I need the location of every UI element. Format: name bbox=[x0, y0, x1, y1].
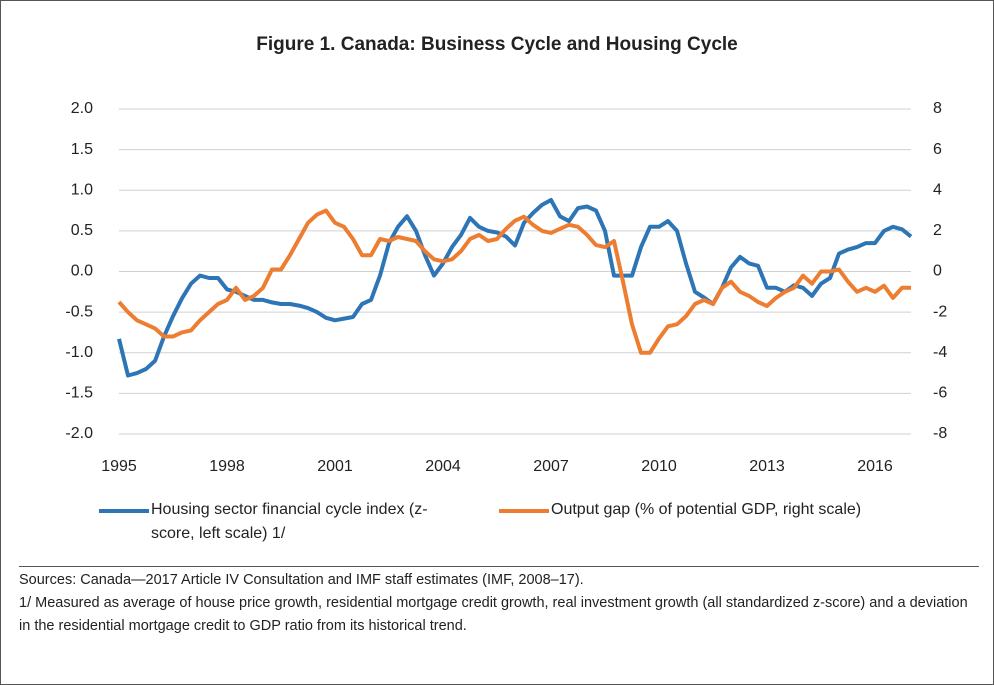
legend-entry: Housing sector financial cycle index (z-… bbox=[99, 498, 471, 546]
y2-tick-label: 4 bbox=[933, 181, 942, 198]
x-tick-label: 1998 bbox=[209, 458, 245, 475]
x-tick-label: 2010 bbox=[641, 458, 677, 475]
legend-swatch bbox=[99, 509, 149, 513]
y2-tick-label: -2 bbox=[933, 303, 947, 320]
y2-tick-label: -6 bbox=[933, 385, 947, 402]
y-tick-label: -2.0 bbox=[65, 425, 93, 442]
x-tick-label: 1995 bbox=[101, 458, 137, 475]
y-tick-label: 0.0 bbox=[71, 263, 93, 280]
legend-swatch bbox=[499, 509, 549, 513]
y-tick-label: -0.5 bbox=[65, 303, 93, 320]
x-tick-label: 2007 bbox=[533, 458, 569, 475]
y2-tick-label: 0 bbox=[933, 263, 942, 280]
y-tick-label: -1.5 bbox=[65, 385, 93, 402]
y-tick-label: 2.0 bbox=[71, 100, 93, 117]
y-tick-label: 1.0 bbox=[71, 181, 93, 198]
notes: Sources: Canada—2017 Article IV Consulta… bbox=[19, 566, 979, 638]
legend-entry: Output gap (% of potential GDP, right sc… bbox=[499, 498, 981, 522]
x-tick-label: 2001 bbox=[317, 458, 353, 475]
legend-label: Output gap (% of potential GDP, right sc… bbox=[551, 501, 862, 518]
x-tick-label: 2004 bbox=[425, 458, 461, 475]
y2-tick-label: 6 bbox=[933, 141, 942, 158]
y2-tick-label: -4 bbox=[933, 344, 947, 361]
y2-tick-label: 2 bbox=[933, 222, 942, 239]
y-tick-label: -1.0 bbox=[65, 344, 93, 361]
y2-tick-label: -8 bbox=[933, 425, 947, 442]
series-line bbox=[117, 208, 911, 355]
y2-tick-label: 8 bbox=[933, 100, 942, 117]
y-tick-label: 1.5 bbox=[71, 141, 93, 158]
legend-label: Housing sector financial cycle index (z-… bbox=[151, 501, 428, 542]
chart-title: Figure 1. Canada: Business Cycle and Hou… bbox=[256, 34, 737, 55]
chart: Figure 1. Canada: Business Cycle and Hou… bbox=[65, 34, 947, 475]
footnote: 1/ Measured as average of house price gr… bbox=[19, 595, 968, 634]
x-tick-label: 2013 bbox=[749, 458, 785, 475]
y-tick-label: 0.5 bbox=[71, 222, 93, 239]
source-note: Sources: Canada—2017 Article IV Consulta… bbox=[19, 572, 584, 588]
x-tick-label: 2016 bbox=[857, 458, 893, 475]
